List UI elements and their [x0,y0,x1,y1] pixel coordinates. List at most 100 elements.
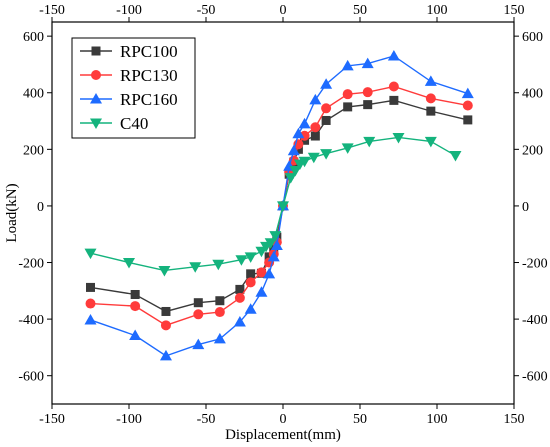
data-point-rpc100 [161,306,171,316]
y-tick-label-left: -600 [18,370,44,385]
data-point-c40 [424,136,437,148]
data-point-rpc100 [426,106,436,116]
data-point-rpc100 [246,269,256,279]
x-tick-label-top: 100 [427,3,448,18]
data-point-rpc100 [389,95,399,105]
data-point-c40 [244,252,257,263]
x-tick-label-bottom: 0 [280,412,287,427]
data-point-rpc100 [86,282,95,292]
data-point-c40 [307,152,320,164]
legend-marker-rpc130 [91,70,101,80]
data-point-rpc160 [461,87,474,99]
x-tick-label-bottom: -100 [116,412,142,427]
data-point-rpc100 [463,115,473,125]
data-point-c40 [264,238,277,249]
data-point-rpc130 [310,122,321,133]
data-point-rpc130 [425,93,436,104]
x-tick-label-top: 50 [353,3,367,18]
x-tick-label-top: 0 [280,3,287,18]
y-tick-label-left: 400 [23,87,44,102]
data-point-rpc100 [343,102,353,112]
legend-label-rpc100: RPC100 [120,42,178,61]
data-point-rpc160 [213,332,226,344]
data-point-c40 [84,248,97,260]
data-point-rpc130 [193,309,204,320]
x-tick-label-top: 150 [504,3,525,18]
data-point-rpc100 [215,296,225,306]
y-tick-label-right: -600 [522,370,548,385]
y-tick-label-left: -400 [18,313,44,328]
data-point-rpc130 [234,292,245,303]
data-point-rpc130 [245,277,256,288]
data-point-rpc100 [363,100,373,110]
data-point-rpc160 [298,117,311,129]
data-point-c40 [235,255,248,266]
data-point-rpc160 [387,49,400,61]
data-point-rpc160 [159,349,172,361]
data-point-rpc100 [293,144,303,154]
data-point-rpc100 [321,115,331,125]
x-axis-label: Displacement(mm) [225,427,341,442]
x-tick-label-bottom: -50 [197,412,216,427]
y-tick-label-left: 0 [37,200,44,215]
data-point-c40 [392,132,405,144]
y-tick-label-left: 200 [23,143,44,158]
data-point-rpc160 [320,78,333,89]
x-tick-label-bottom: 100 [427,412,448,427]
x-tick-label-top: -50 [197,3,216,18]
data-point-rpc100 [130,289,140,299]
data-point-rpc160 [341,59,354,71]
data-point-c40 [449,151,462,162]
legend-marker-rpc160 [90,93,102,104]
y-axis-label: Load(kN) [4,183,20,242]
data-point-rpc130 [85,298,96,309]
data-point-c40 [189,262,202,273]
y-tick-label-right: 0 [522,200,529,215]
data-point-c40 [158,265,171,277]
data-point-rpc130 [388,81,399,92]
legend-label-rpc130: RPC130 [120,66,178,85]
data-point-rpc160 [361,57,374,69]
y-tick-label-right: 600 [522,30,543,45]
y-tick-label-right: 400 [522,87,543,102]
y-tick-label-left: 600 [23,30,44,45]
data-point-c40 [289,166,302,177]
x-tick-label-top: -150 [39,3,65,18]
data-point-rpc130 [256,267,267,278]
data-point-c40 [277,201,289,212]
data-point-rpc130 [462,100,473,111]
data-point-c40 [269,231,282,242]
y-tick-label-right: -200 [522,257,548,272]
data-point-rpc130 [130,301,141,312]
y-tick-label-right: 200 [522,143,543,158]
x-tick-label-bottom: 50 [353,412,367,427]
data-point-c40 [212,259,225,271]
data-point-rpc160 [287,144,300,156]
data-point-rpc160 [84,313,97,325]
data-point-rpc160 [270,239,283,251]
data-point-c40 [320,149,333,160]
data-point-rpc160 [233,315,246,327]
data-point-rpc130 [342,89,353,100]
data-point-rpc160 [255,286,268,297]
data-point-c40 [298,156,311,168]
data-point-rpc100 [264,252,274,262]
data-point-rpc160 [244,303,257,314]
data-point-rpc160 [129,329,142,341]
data-point-rpc160 [192,338,205,350]
legend-label-c40: C40 [120,114,148,133]
data-point-c40 [363,136,376,148]
x-tick-label-bottom: 150 [504,412,525,427]
data-point-rpc130 [214,307,225,318]
data-point-rpc160 [292,127,305,139]
y-tick-label-left: -200 [18,257,44,272]
data-point-rpc160 [267,250,280,262]
data-point-rpc130 [160,320,171,331]
data-point-rpc160 [424,75,437,86]
legend-label-rpc160: RPC160 [120,90,178,109]
data-point-c40 [123,258,135,269]
data-point-rpc160 [309,93,322,105]
y-tick-label-right: -400 [522,313,548,328]
